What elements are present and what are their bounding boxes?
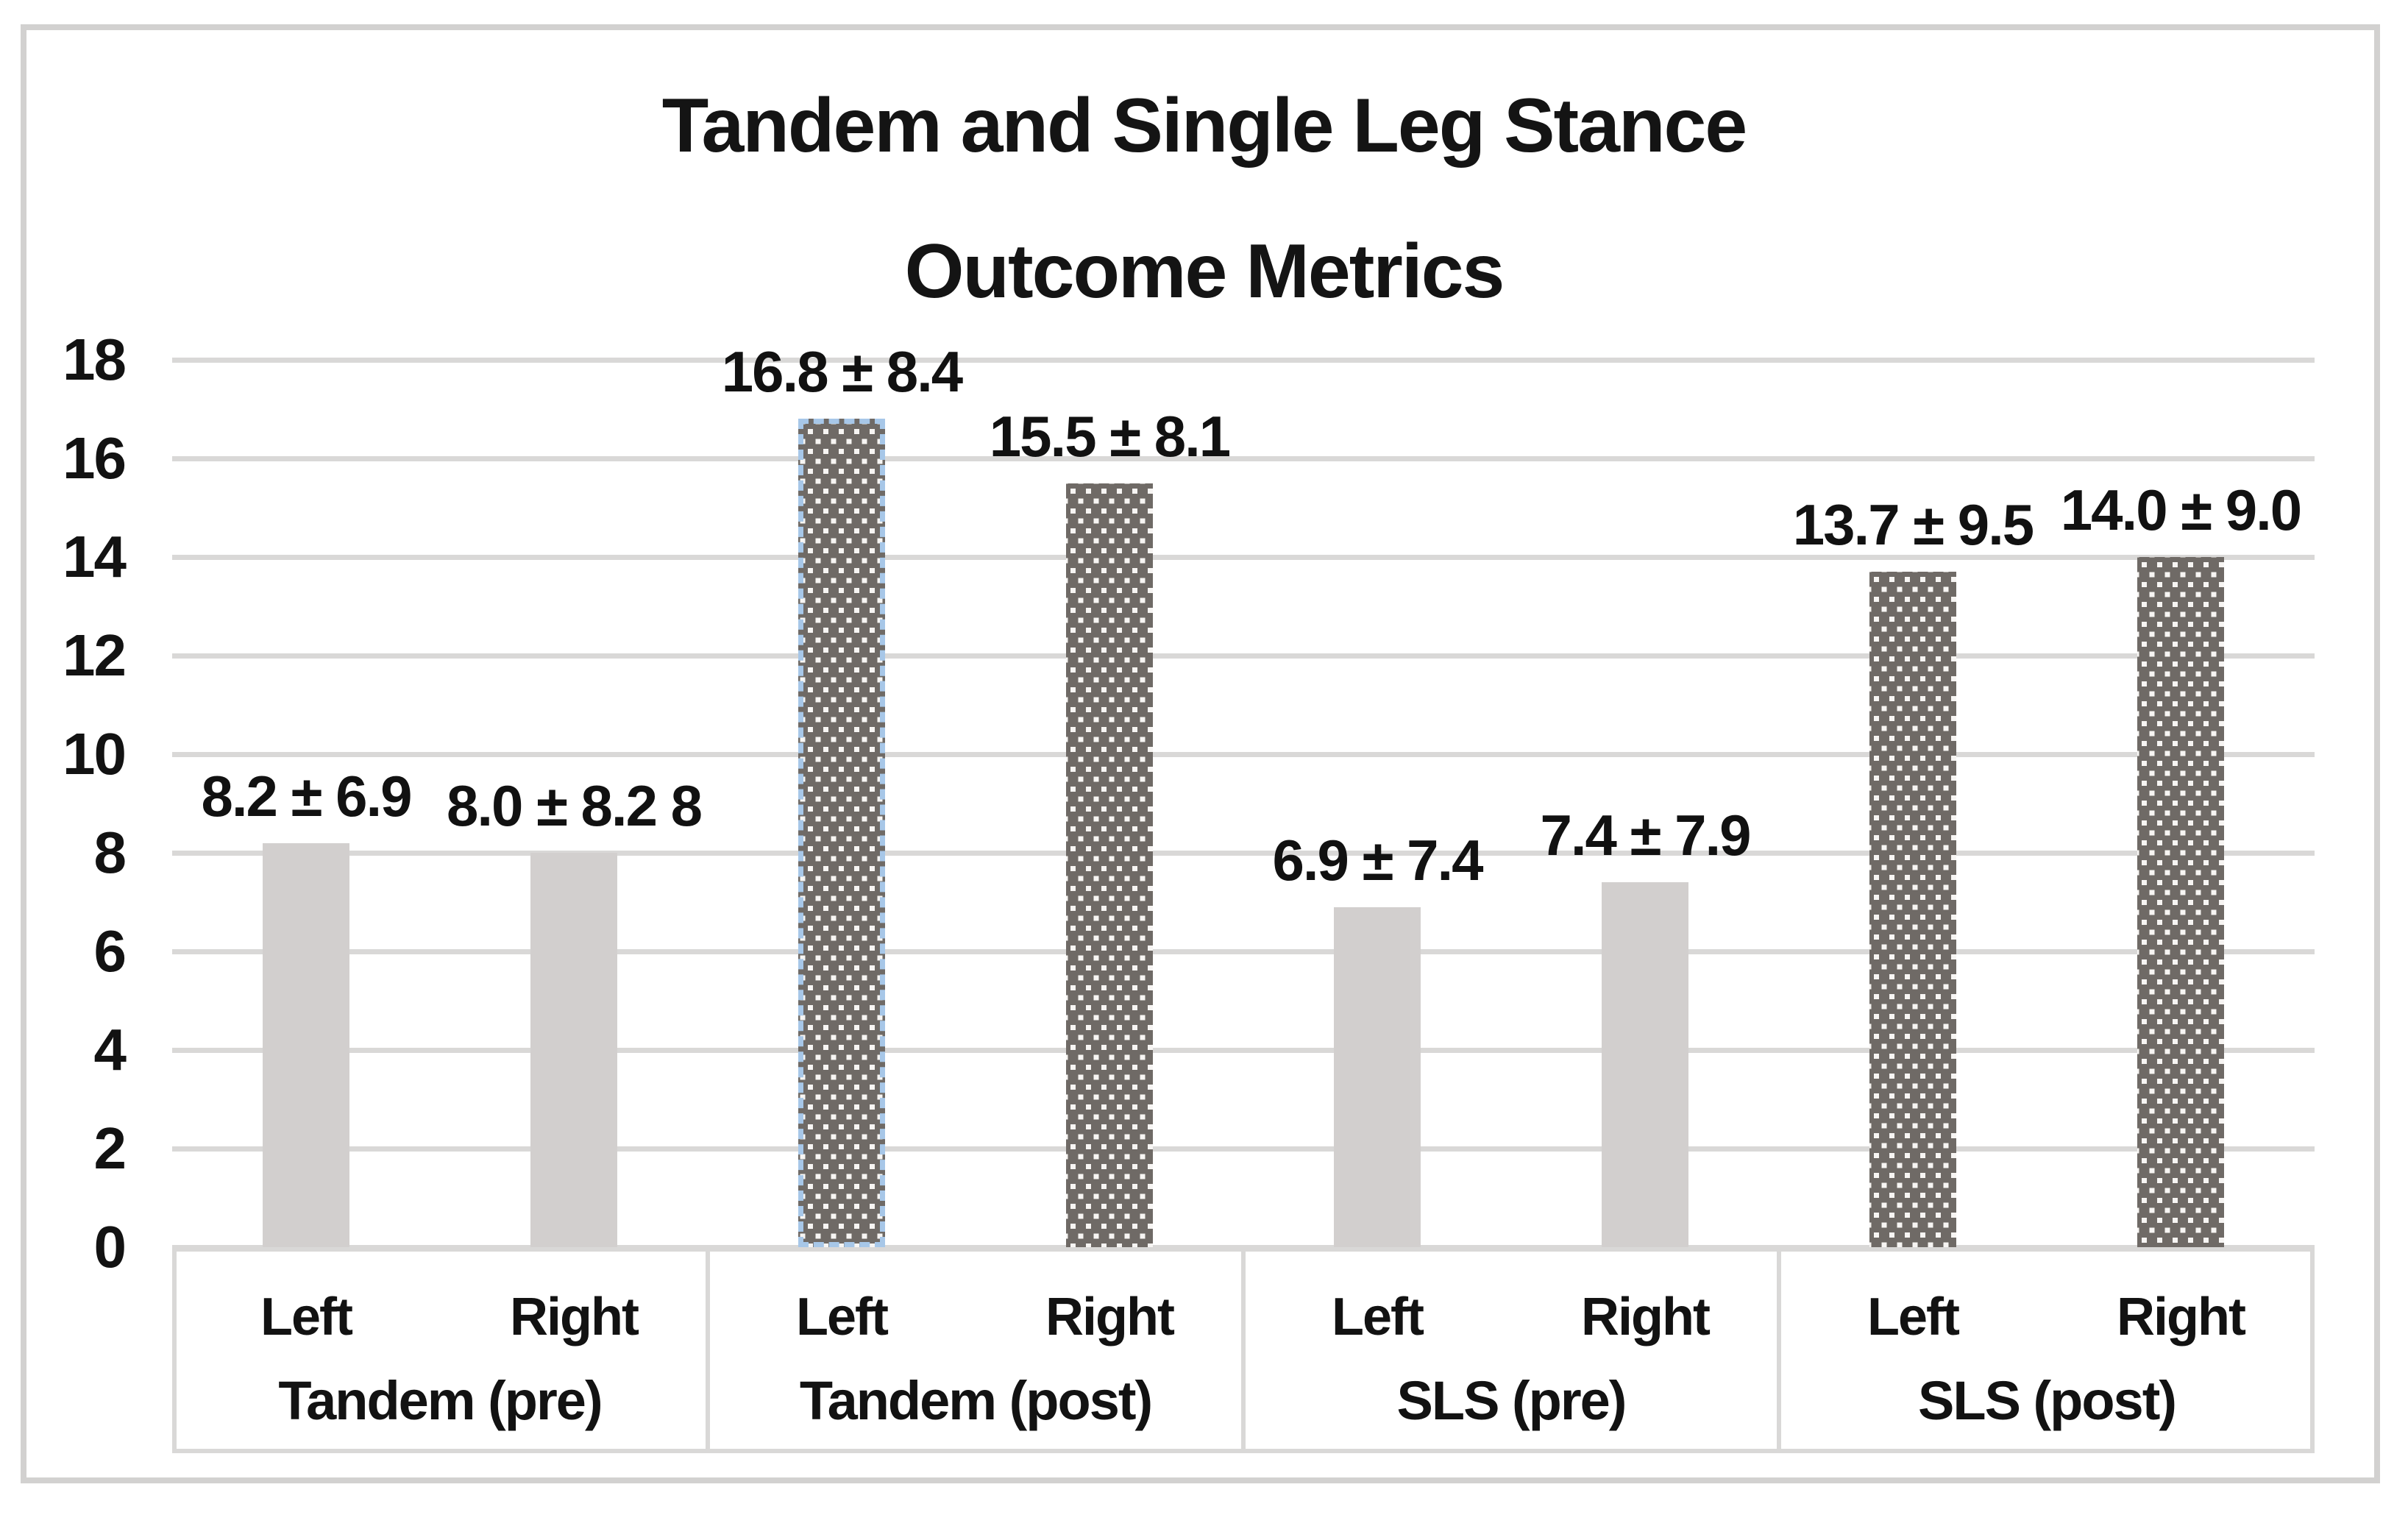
category-label-tandem-post-right: Right — [1045, 1288, 1175, 1347]
gridline-16 — [172, 455, 2315, 461]
y-tick-label-4: 4 — [93, 1017, 127, 1082]
gridline-4 — [172, 1047, 2315, 1053]
gridline-14 — [172, 554, 2315, 560]
bar-tandem-post-left — [798, 419, 885, 1247]
value-label-sls-post-right: 14.0 ± 9.0 — [2060, 478, 2302, 542]
bar-tandem-post-right — [1066, 483, 1153, 1247]
bar-tandem-pre-left — [263, 842, 349, 1247]
y-tick-label-6: 6 — [93, 918, 127, 984]
chart-title-line1: Tandem and Single Leg Stance — [661, 83, 1747, 168]
category-label-tandem-pre-right: Right — [510, 1288, 639, 1347]
category-divider-2 — [1241, 1247, 1246, 1453]
category-label-sls-pre-left: Left — [1332, 1288, 1424, 1347]
bar-tandem-pre-right — [530, 853, 617, 1247]
y-tick-label-16: 16 — [63, 425, 127, 491]
gridline-18 — [172, 357, 2315, 363]
y-tick-label-14: 14 — [63, 524, 127, 589]
group-label-sls-post: SLS (post) — [1918, 1370, 2177, 1431]
y-tick-label-8: 8 — [93, 820, 127, 885]
gridline-2 — [172, 1146, 2315, 1152]
category-label-sls-post-right: Right — [2117, 1288, 2246, 1347]
gridline-8 — [172, 850, 2315, 856]
bar-sls-post-left — [1869, 572, 1956, 1247]
chart-frame-border — [21, 24, 2380, 1483]
y-tick-label-10: 10 — [63, 721, 127, 787]
bar-sls-pre-right — [1602, 882, 1688, 1247]
y-tick-label-12: 12 — [63, 622, 127, 688]
gridline-12 — [172, 653, 2315, 659]
value-label-sls-pre-left: 6.9 ± 7.4 — [1272, 827, 1483, 893]
bar-sls-pre-left — [1334, 906, 1421, 1247]
group-label-sls-pre: SLS (pre) — [1396, 1370, 1627, 1431]
category-label-tandem-pre-left: Left — [260, 1288, 353, 1347]
category-label-sls-pre-right: Right — [1581, 1288, 1711, 1347]
y-tick-label-18: 18 — [63, 327, 127, 392]
category-label-sls-post-left: Left — [1867, 1288, 1960, 1347]
value-label-sls-pre-right: 7.4 ± 7.9 — [1540, 803, 1751, 868]
group-label-tandem-post: Tandem (post) — [799, 1370, 1153, 1431]
value-label-tandem-post-left: 16.8 ± 8.4 — [721, 339, 963, 405]
value-label-tandem-post-right: 15.5 ± 8.1 — [989, 403, 1231, 469]
bar-sls-post-right — [2137, 557, 2224, 1247]
y-tick-label-0: 0 — [93, 1214, 127, 1280]
category-label-tandem-post-left: Left — [796, 1288, 889, 1347]
chart-title-line2: Outcome Metrics — [904, 229, 1505, 314]
category-divider-3 — [1777, 1247, 1781, 1453]
gridline-10 — [172, 751, 2315, 757]
category-divider-1 — [706, 1247, 710, 1453]
group-label-tandem-pre: Tandem (pre) — [278, 1370, 603, 1431]
chart-title: Tandem and Single Leg Stance Outcome Met… — [0, 53, 2408, 344]
y-tick-label-2: 2 — [93, 1115, 127, 1181]
gridline-6 — [172, 948, 2315, 954]
value-label-tandem-pre-right: 8.0 ± 8.2 8 — [446, 773, 703, 838]
value-label-tandem-pre-left: 8.2 ± 6.9 — [201, 763, 412, 829]
value-label-sls-post-left: 13.7 ± 9.5 — [1792, 492, 2034, 558]
